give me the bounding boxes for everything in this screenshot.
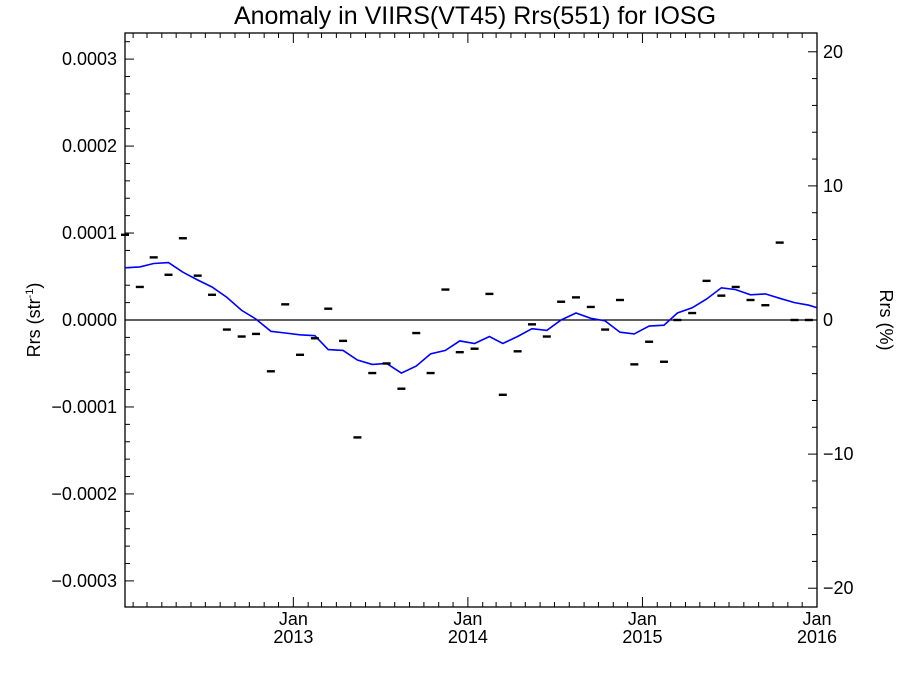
x-tick-label-month: Jan <box>628 609 657 629</box>
y-tick-label: 0.0000 <box>62 310 117 330</box>
y-axis-title-text: Rrs (str <box>24 298 44 357</box>
smoothed-line <box>124 261 818 375</box>
y-tick-label: −0.0001 <box>51 397 117 417</box>
y-axis-title: Rrs (str-1) <box>24 283 44 358</box>
x-tick-label-month: Jan <box>279 609 308 629</box>
y-tick-label: −0.0002 <box>51 484 117 504</box>
x-tick-label-year: 2013 <box>273 627 313 647</box>
x-tick-label-year: 2016 <box>797 627 837 647</box>
y2-tick-label: 10 <box>823 176 843 196</box>
y-axis-title-close: ) <box>24 283 44 289</box>
y2-tick-label: 0 <box>823 310 833 330</box>
y2-tick-label: 20 <box>823 42 843 62</box>
x-tick-label-year: 2014 <box>448 627 488 647</box>
x-tick-label-month: Jan <box>802 609 831 629</box>
y2-tick-label: −10 <box>823 444 854 464</box>
y-tick-label: 0.0001 <box>62 223 117 243</box>
chart-title: Anomaly in VIIRS(VT45) Rrs(551) for IOSG <box>234 2 716 30</box>
plot-area: 0.0003 0.0002 0.0001 0.0000 −0.0001 −0.0002 −0… <box>51 32 854 647</box>
x-tick-label-month: Jan <box>453 609 482 629</box>
y-tick-label: 0.0003 <box>62 49 117 69</box>
y-axis-title-sup: -1 <box>24 289 36 299</box>
y-tick-label: −0.0003 <box>51 571 117 591</box>
x-tick-label-year: 2015 <box>622 627 662 647</box>
y2-axis-title: Rrs (%) <box>876 290 896 351</box>
y-tick-label: 0.0002 <box>62 136 117 156</box>
y2-tick-label: −20 <box>823 578 854 598</box>
